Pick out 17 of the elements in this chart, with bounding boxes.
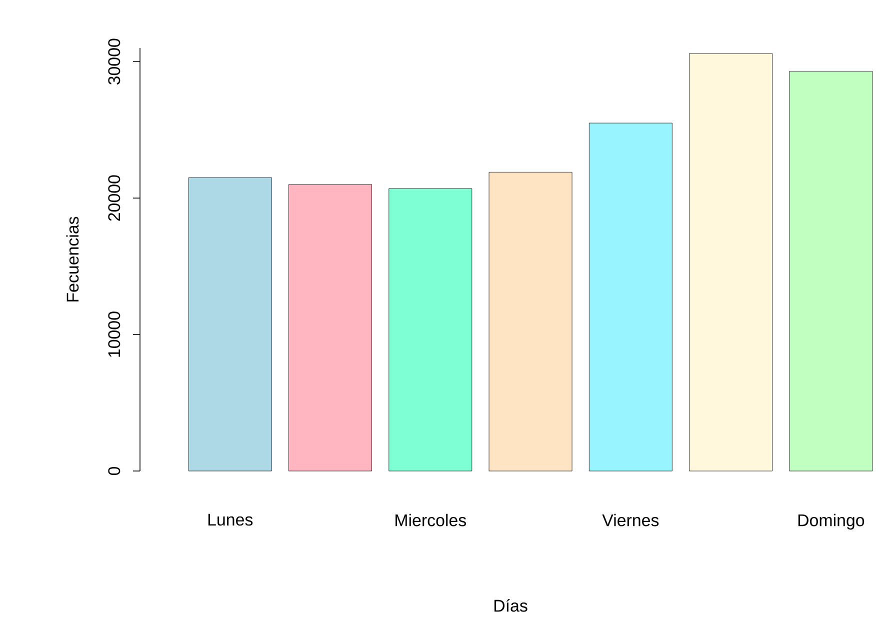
bar bbox=[588, 122, 672, 472]
y-tick-label: 30000 bbox=[108, 38, 120, 85]
bar bbox=[288, 184, 372, 472]
x-tick-label: Viernes bbox=[602, 514, 659, 526]
bar bbox=[689, 53, 772, 472]
x-tick-label: Domingo bbox=[798, 514, 864, 530]
y-tick-label: 0 bbox=[108, 466, 120, 476]
x-tick-label: Lunes bbox=[208, 514, 253, 526]
bar bbox=[388, 188, 472, 472]
y-axis-title: Fecuencias bbox=[66, 216, 79, 302]
bar bbox=[789, 70, 873, 472]
bar bbox=[488, 172, 572, 472]
x-tick-label: Miercoles bbox=[396, 514, 466, 526]
y-tick-label: 10000 bbox=[108, 312, 120, 357]
x-axis-title: Días bbox=[494, 599, 528, 612]
bar bbox=[188, 177, 272, 472]
y-tick-label: 20000 bbox=[108, 175, 120, 221]
